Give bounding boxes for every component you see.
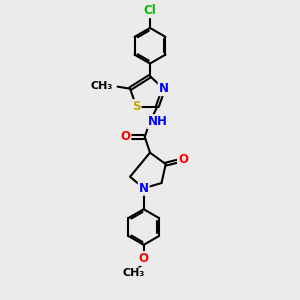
Text: Cl: Cl bbox=[144, 4, 156, 17]
Text: O: O bbox=[121, 130, 130, 143]
Text: S: S bbox=[132, 100, 141, 113]
Text: N: N bbox=[139, 182, 149, 195]
Text: N: N bbox=[159, 82, 169, 95]
Text: CH₃: CH₃ bbox=[122, 268, 145, 278]
Text: O: O bbox=[139, 252, 149, 265]
Text: CH₃: CH₃ bbox=[91, 81, 113, 91]
Text: NH: NH bbox=[147, 115, 167, 128]
Text: O: O bbox=[178, 154, 188, 166]
